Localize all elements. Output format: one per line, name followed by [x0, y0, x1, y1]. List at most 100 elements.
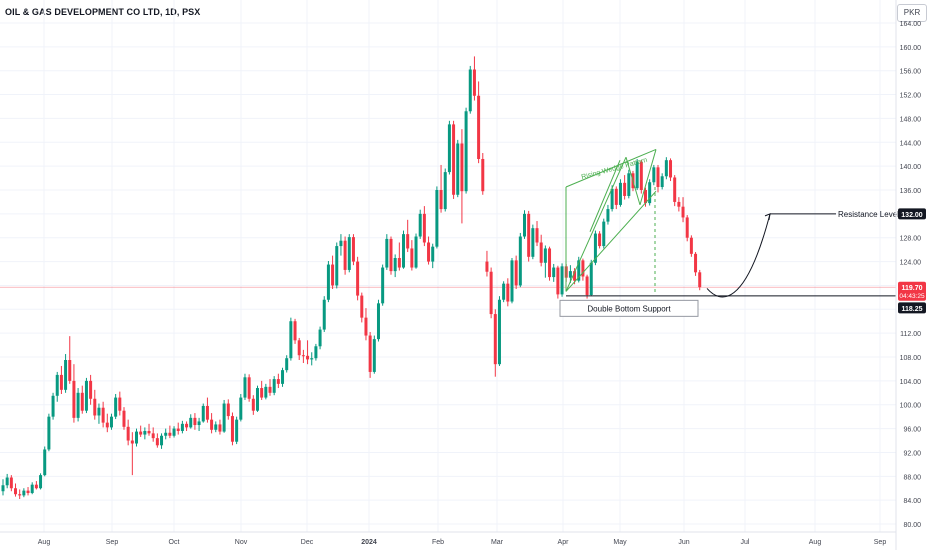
candle-body — [677, 201, 681, 207]
candle-body — [518, 236, 522, 286]
candle-body — [422, 213, 426, 243]
candle-body — [214, 424, 218, 430]
candle-body — [381, 267, 385, 304]
candle-body — [118, 397, 122, 411]
last-price-label: 119.70 — [901, 285, 922, 292]
y-tick-label: 164.00 — [900, 21, 922, 28]
y-tick-label: 128.00 — [900, 236, 922, 243]
candle-body — [372, 339, 376, 372]
x-tick-label: Sep — [106, 539, 119, 546]
candle-body — [18, 494, 22, 496]
candle-body — [602, 221, 606, 247]
candle-body — [205, 405, 209, 420]
candle-body — [464, 111, 468, 192]
candle-body — [180, 423, 184, 431]
candle-body — [531, 228, 535, 257]
candle-body — [539, 242, 543, 263]
candle-body — [34, 484, 38, 489]
candle-body — [618, 182, 622, 205]
candle-body — [527, 213, 531, 257]
candle-body — [264, 386, 268, 398]
candle-body — [639, 161, 643, 190]
y-tick-label: 80.00 — [903, 522, 921, 529]
candle-body — [155, 438, 159, 446]
x-tick-label: Dec — [301, 539, 314, 546]
y-tick-label: 88.00 — [903, 474, 921, 481]
candle-body — [623, 182, 627, 196]
y-tick-label: 156.00 — [900, 69, 922, 76]
candle-body — [669, 160, 673, 178]
candle-body — [523, 213, 526, 237]
candle-body — [301, 355, 305, 357]
candle-body — [322, 299, 326, 330]
candle-body — [402, 234, 406, 268]
candle-body — [568, 271, 572, 278]
x-tick-label: 2024 — [361, 539, 377, 546]
candle-body — [431, 246, 435, 262]
candle-body — [276, 379, 280, 384]
candle-body — [197, 421, 201, 426]
candle-body — [201, 405, 205, 422]
y-tick-label: 108.00 — [900, 355, 922, 362]
candle-body — [656, 167, 660, 188]
currency-selector[interactable]: PKR — [897, 4, 927, 22]
candle-body — [306, 355, 310, 360]
candle-body — [560, 266, 564, 295]
wedge-upper-line — [565, 148, 657, 188]
candle-body — [222, 403, 226, 432]
candle-body — [689, 237, 693, 254]
candle-body — [347, 237, 351, 270]
wedge-lower-line — [565, 190, 657, 292]
candle-body — [573, 271, 577, 281]
y-tick-label: 92.00 — [903, 450, 921, 457]
candle-body — [472, 69, 476, 96]
x-tick-label: Sep — [874, 539, 887, 546]
x-tick-label: Nov — [235, 539, 248, 546]
x-tick-label: Aug — [809, 539, 822, 546]
candle-body — [443, 172, 447, 210]
candle-body — [627, 173, 631, 196]
candle-body — [685, 217, 689, 238]
candle-body — [410, 248, 414, 268]
candle-body — [68, 360, 72, 381]
candle-body — [427, 242, 431, 262]
candle-body — [97, 407, 101, 416]
candle-body — [281, 370, 285, 384]
candle-body — [26, 490, 30, 494]
candle-body — [535, 228, 539, 243]
candle-body — [109, 416, 113, 428]
candle-body — [39, 475, 43, 489]
candle-body — [314, 346, 318, 359]
candle-body — [543, 248, 547, 263]
candle-body — [64, 360, 68, 390]
projection-curve — [706, 213, 771, 298]
candle-body — [489, 271, 493, 315]
candle-body — [139, 431, 143, 435]
candle-body — [648, 182, 652, 204]
x-tick-label: Mar — [491, 539, 504, 546]
y-tick-label: 96.00 — [903, 427, 921, 434]
y-tick-label: 104.00 — [900, 379, 922, 386]
candle-body — [260, 388, 264, 398]
candle-body — [502, 283, 506, 300]
candle-body — [585, 276, 589, 295]
candle-body — [593, 233, 597, 263]
candle-body — [385, 238, 389, 268]
x-tick-label: Jul — [741, 539, 750, 546]
candle-body — [268, 386, 272, 393]
support-box — [559, 299, 699, 317]
candle-body — [210, 419, 214, 430]
candle-body — [610, 188, 614, 210]
candle-body — [289, 321, 293, 359]
candle-body — [389, 238, 393, 272]
candle-body — [335, 246, 339, 286]
candle-body — [89, 380, 93, 399]
candle-body — [331, 264, 335, 286]
candle-body — [318, 329, 322, 347]
candle-body — [664, 160, 668, 177]
candle-body — [189, 417, 193, 428]
candle-body — [339, 240, 343, 247]
candle-body — [364, 317, 368, 336]
candle-body — [506, 283, 510, 302]
